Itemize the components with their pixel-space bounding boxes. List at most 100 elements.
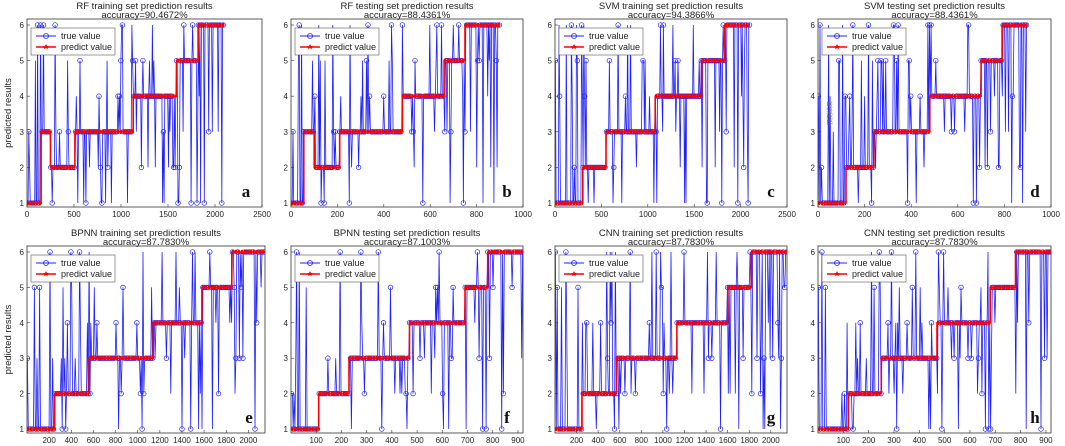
true-value-marker	[409, 129, 415, 135]
plot-frame	[26, 245, 266, 434]
x-tick-label: 1000	[639, 210, 657, 219]
x-tick-label: 1200	[676, 436, 694, 445]
true-value-marker	[176, 164, 183, 171]
y-tick-label: 2	[284, 163, 289, 172]
y-tick-label: 2	[548, 390, 553, 399]
true-value-marker	[450, 284, 456, 291]
true-value-marker	[363, 57, 370, 64]
true-value-marker	[672, 57, 678, 64]
x-tick-label: 800	[470, 210, 484, 219]
true-value-marker	[1017, 164, 1023, 171]
chart-subtitle: accuracy=88.4361%	[891, 10, 978, 21]
chart-subtitle: accuracy=94.3866%	[628, 10, 715, 21]
x-tick-label: 1000	[1042, 210, 1060, 219]
true-value-marker	[375, 249, 381, 255]
true-value-marker	[388, 22, 395, 28]
true-value-marker	[361, 390, 368, 397]
true-value-marker	[358, 249, 364, 255]
true-value-marker	[76, 249, 83, 255]
x-tick-label: 900	[511, 436, 525, 445]
true-value-marker	[64, 320, 71, 326]
true-value-marker	[113, 320, 119, 326]
chart-subtitle: accuracy=87.7830%	[628, 237, 715, 248]
true-value-marker	[868, 200, 875, 206]
chart-panel-d: SVM testing set prediction resultsaccura…	[811, 1, 1061, 219]
y-tick-label: 5	[811, 283, 816, 292]
true-value-marker	[233, 355, 239, 361]
true-value-marker	[876, 249, 882, 255]
x-tick-label: 1500	[685, 210, 703, 219]
true-value-marker	[965, 355, 971, 361]
true-value-marker	[904, 320, 910, 326]
true-value-marker	[194, 200, 200, 206]
true-value-marker	[740, 355, 746, 361]
true-value-marker	[975, 355, 982, 361]
true-value-marker	[608, 320, 614, 326]
y-tick-label: 2	[284, 390, 289, 399]
legend-pred-marker	[834, 44, 840, 50]
x-tick-label: 900	[1039, 436, 1053, 445]
true-value-marker	[486, 355, 493, 361]
y-tick-label: 3	[284, 128, 289, 137]
true-value-marker	[34, 22, 41, 28]
y-tick-label: 6	[811, 21, 816, 30]
true-value-marker	[403, 390, 409, 397]
legend-pred-marker	[43, 271, 49, 277]
x-tick-label: 800	[486, 436, 500, 445]
true-value-marker	[40, 22, 47, 28]
y-tick-label: 2	[20, 390, 25, 399]
y-axis-label: predicted results	[3, 304, 14, 374]
legend-box	[30, 254, 116, 283]
legend-pred-marker	[307, 44, 313, 50]
true-value-marker	[782, 284, 787, 291]
chart-title: CNN training set prediction results	[599, 228, 743, 239]
true-value-marker	[365, 22, 371, 28]
true-value-marker	[660, 22, 667, 28]
x-tick-label: 200	[42, 436, 56, 445]
x-tick-label: 100	[837, 436, 851, 445]
true-value-marker	[77, 57, 83, 64]
true-value-marker	[909, 284, 915, 291]
y-tick-label: 2	[811, 390, 816, 399]
y-tick-label: 1	[284, 425, 289, 434]
y-tick-label: 1	[811, 199, 816, 208]
true-value-marker	[761, 355, 767, 361]
chart-subtitle: accuracy=87.7830%	[103, 237, 190, 248]
true-value-marker	[1009, 93, 1016, 99]
predict-value-line	[818, 24, 1028, 204]
true-value-marker	[56, 129, 63, 135]
true-value-marker	[137, 390, 144, 397]
true-value-marker	[627, 249, 633, 255]
true-value-marker	[68, 249, 74, 255]
true-value-marker	[604, 355, 611, 361]
true-value-marker	[476, 355, 482, 361]
true-value-marker	[717, 426, 724, 432]
x-tick-label: 200	[862, 436, 876, 445]
true-value-marker	[380, 320, 387, 326]
true-value-marker	[36, 284, 43, 291]
true-value-marker	[965, 22, 972, 28]
true-value-marker	[555, 284, 560, 291]
plot-frame	[817, 18, 1052, 208]
chart-panel-a: RF training set prediction resultsaccura…	[3, 1, 271, 219]
true-value-marker	[563, 249, 569, 255]
true-value-marker	[928, 22, 934, 28]
true-value-marker	[857, 320, 863, 326]
chart-subtitle: accuracy=90.4672%	[101, 10, 188, 21]
true-value-marker	[500, 390, 507, 397]
legend-true-marker	[307, 260, 313, 266]
true-value-marker	[448, 129, 454, 135]
chart-panel-b: RF testing set prediction resultsaccurac…	[284, 1, 533, 219]
predict-value-line	[555, 251, 787, 430]
legend-box	[294, 27, 380, 56]
true-value-marker	[240, 355, 246, 361]
legend-pred-marker	[834, 271, 840, 277]
true-value-marker	[474, 249, 481, 255]
y-tick-label: 6	[20, 21, 25, 30]
x-tick-label: 500	[595, 210, 609, 219]
x-tick-label: 400	[591, 436, 605, 445]
true-value-marker	[741, 164, 747, 171]
true-value-marker	[704, 200, 710, 206]
true-value-marker	[132, 57, 139, 64]
